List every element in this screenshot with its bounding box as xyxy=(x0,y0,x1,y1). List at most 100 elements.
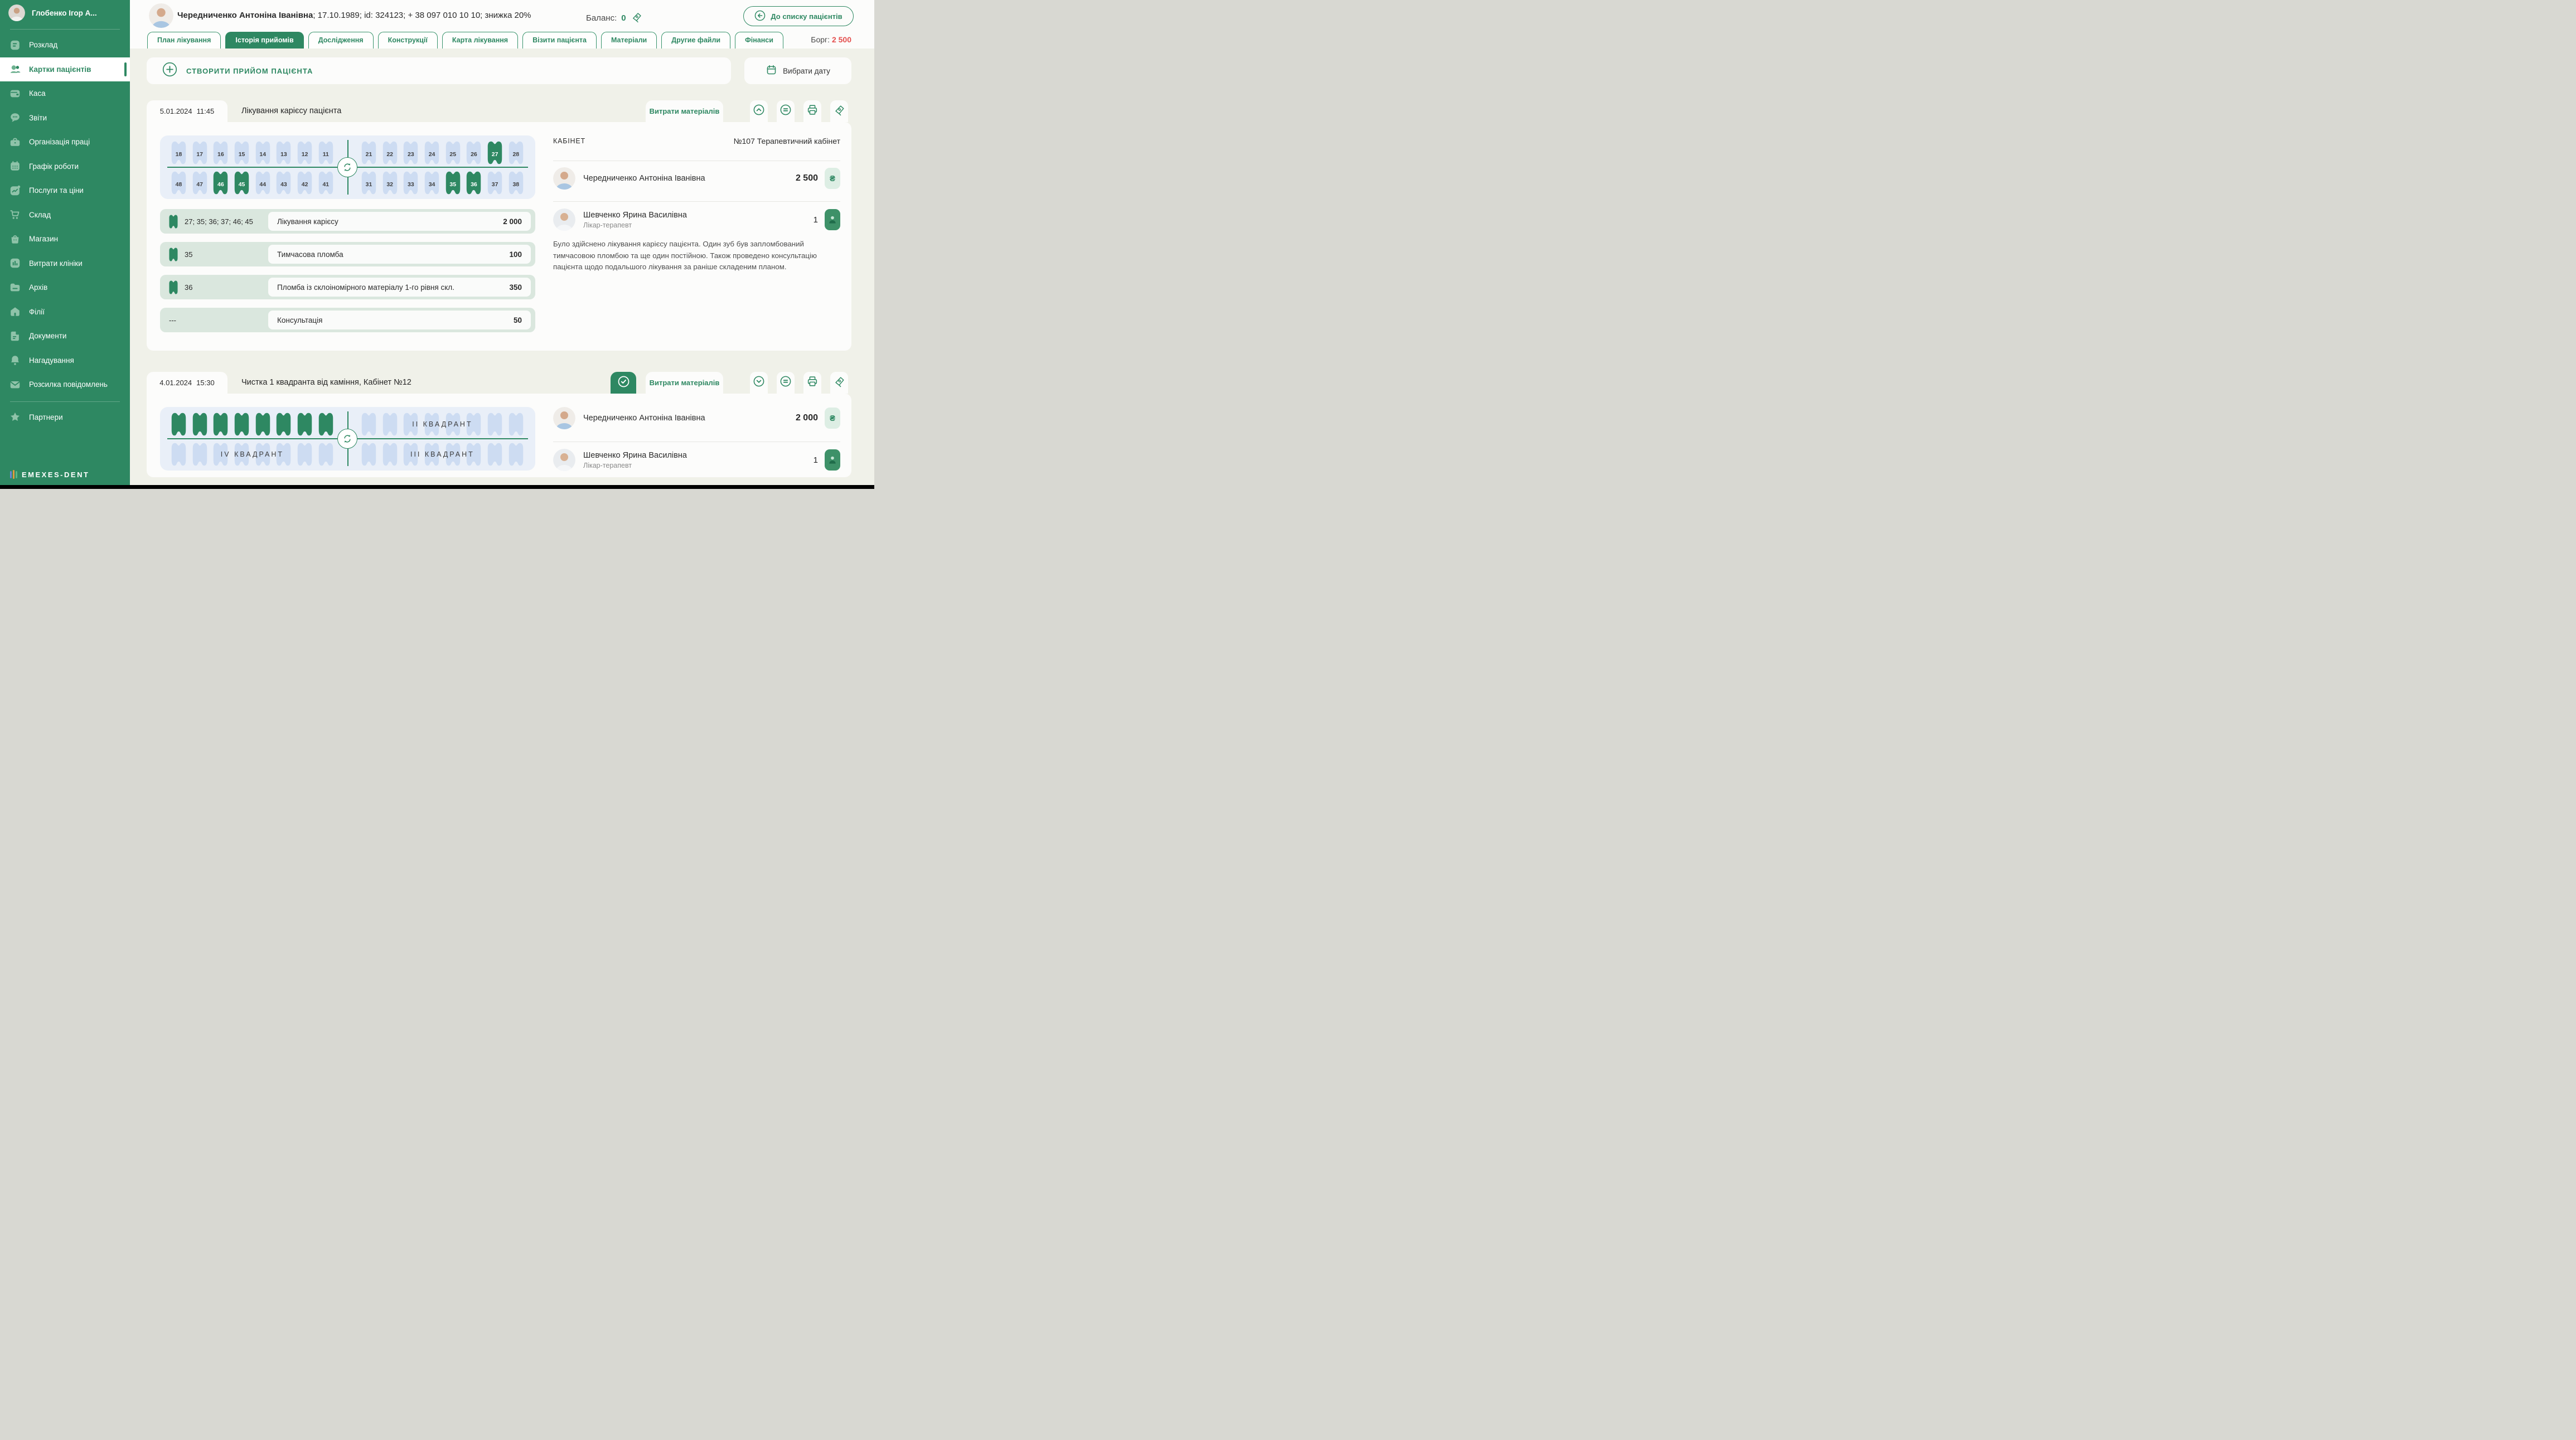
tab-treatment-map[interactable]: Карта лікування xyxy=(442,32,519,49)
sidebar-item-documents[interactable]: Документи xyxy=(0,324,130,348)
appointment2-materials-button[interactable]: Витрати матеріалів xyxy=(646,372,723,394)
quadrant-tooth[interactable] xyxy=(424,442,439,467)
sidebar-item-mailing[interactable]: Розсилка повідомлень xyxy=(0,372,130,397)
appointment1-print-button[interactable] xyxy=(803,100,821,122)
quadrant-tooth[interactable] xyxy=(446,442,461,467)
tooth-37[interactable]: 37 xyxy=(487,171,502,195)
back-to-patients-button[interactable]: До списку пацієнтів xyxy=(743,6,854,26)
quadrant-tooth[interactable] xyxy=(318,412,333,437)
sidebar-item-work-schedule[interactable]: Графік роботи xyxy=(0,154,130,179)
quadrant-tooth[interactable] xyxy=(361,412,376,437)
tooth-14[interactable]: 14 xyxy=(255,140,270,165)
appointment2-notes-button[interactable] xyxy=(777,372,795,394)
tooth-24[interactable]: 24 xyxy=(424,140,439,165)
quadrant-tooth[interactable] xyxy=(255,412,270,437)
quadrant-tooth[interactable] xyxy=(361,442,376,467)
pen-tag-icon[interactable] xyxy=(631,11,642,25)
sidebar-item-reports[interactable]: Звіти xyxy=(0,106,130,130)
quadrant-tooth[interactable] xyxy=(234,412,249,437)
tab-materials[interactable]: Матеріали xyxy=(601,32,657,49)
tooth-41[interactable]: 41 xyxy=(318,171,333,195)
appointment1-patient-row[interactable]: Чередниченко Антоніна Іванівна 2 500 ₴ xyxy=(553,166,840,191)
sidebar-item-organization[interactable]: Організація праці xyxy=(0,130,130,154)
quadrant-tooth[interactable] xyxy=(382,442,398,467)
sidebar-item-schedule[interactable]: Розклад xyxy=(0,33,130,57)
tooth-15[interactable]: 15 xyxy=(234,140,249,165)
sidebar-item-expenses[interactable]: Витрати клініки xyxy=(0,251,130,276)
quadrant-tooth[interactable] xyxy=(234,442,249,467)
tooth-12[interactable]: 12 xyxy=(297,140,312,165)
quadrant-tooth[interactable] xyxy=(487,442,502,467)
appointment1-notes-button[interactable] xyxy=(777,100,795,122)
quadrant-tooth[interactable] xyxy=(276,412,291,437)
sidebar-item-reminders[interactable]: Нагадування xyxy=(0,348,130,373)
tooth-27[interactable]: 27 xyxy=(487,140,502,165)
service-row[interactable]: 36 Пломба із склоіномірного матеріалу 1-… xyxy=(160,275,535,299)
tab-visit-history[interactable]: Історія прийомів xyxy=(225,32,304,49)
tooth-32[interactable]: 32 xyxy=(382,171,398,195)
quadrant-tooth[interactable] xyxy=(466,412,481,437)
tooth-16[interactable]: 16 xyxy=(213,140,228,165)
tooth-34[interactable]: 34 xyxy=(424,171,439,195)
appointment2-done-button[interactable] xyxy=(611,372,636,394)
sidebar-item-branches[interactable]: Філії xyxy=(0,300,130,324)
tooth-47[interactable]: 47 xyxy=(192,171,207,195)
appointment1-materials-button[interactable]: Витрати матеріалів xyxy=(646,100,723,122)
quadrant-tooth[interactable] xyxy=(171,442,186,467)
tooth-42[interactable]: 42 xyxy=(297,171,312,195)
swap-jaw-button[interactable] xyxy=(337,157,357,177)
sidebar-item-partners[interactable]: Партнери xyxy=(0,405,130,430)
tab-patient-visits[interactable]: Візити пацієнта xyxy=(522,32,597,49)
service-row[interactable]: 27; 35; 36; 37; 46; 45 Лікування карієсу… xyxy=(160,209,535,234)
tab-treatment-plan[interactable]: План лікування xyxy=(147,32,221,49)
tooth-17[interactable]: 17 xyxy=(192,140,207,165)
quadrant-tooth[interactable] xyxy=(213,442,228,467)
sidebar-item-services[interactable]: Послуги та ціни xyxy=(0,178,130,203)
tooth-45[interactable]: 45 xyxy=(234,171,249,195)
quadrant-tooth[interactable] xyxy=(403,442,418,467)
appointment1-doctor-row[interactable]: Шевченко Ярина Василівна Лікар-терапевт … xyxy=(553,207,840,232)
quadrant-tooth[interactable] xyxy=(276,442,291,467)
quadrant-tooth[interactable] xyxy=(487,412,502,437)
quadrant-tooth[interactable] xyxy=(403,412,418,437)
tooth-23[interactable]: 23 xyxy=(403,140,418,165)
tooth-33[interactable]: 33 xyxy=(403,171,418,195)
quadrant-tooth[interactable] xyxy=(466,442,481,467)
tooth-22[interactable]: 22 xyxy=(382,140,398,165)
quadrant-tooth[interactable] xyxy=(424,412,439,437)
swap-jaw-button[interactable] xyxy=(337,429,357,449)
tooth-48[interactable]: 48 xyxy=(171,171,186,195)
tooth-21[interactable]: 21 xyxy=(361,140,376,165)
quadrant-tooth[interactable] xyxy=(318,442,333,467)
tab-other-files[interactable]: Другие файли xyxy=(661,32,731,49)
tooth-36[interactable]: 36 xyxy=(466,171,481,195)
service-row[interactable]: 35 Тимчасова пломба 100 xyxy=(160,242,535,266)
tooth-35[interactable]: 35 xyxy=(446,171,461,195)
tab-constructions[interactable]: Конструкції xyxy=(377,32,438,49)
quadrant-tooth[interactable] xyxy=(255,442,270,467)
appointment2-expand-button[interactable] xyxy=(750,372,768,394)
appointment2-patient-row[interactable]: Чередниченко Антоніна Іванівна 2 000 ₴ xyxy=(553,406,840,430)
tooth-46[interactable]: 46 xyxy=(213,171,228,195)
sidebar-item-archive[interactable]: Архів xyxy=(0,275,130,300)
tooth-18[interactable]: 18 xyxy=(171,140,186,165)
sidebar-item-cash[interactable]: Каса xyxy=(0,81,130,106)
quadrant-tooth[interactable] xyxy=(192,442,207,467)
sidebar-item-shop[interactable]: Магазин xyxy=(0,227,130,251)
quadrant-tooth[interactable] xyxy=(171,412,186,437)
tab-research[interactable]: Дослідження xyxy=(308,32,374,49)
tooth-38[interactable]: 38 xyxy=(509,171,524,195)
appointment1-tag-button[interactable] xyxy=(830,100,848,122)
tooth-25[interactable]: 25 xyxy=(446,140,461,165)
tooth-44[interactable]: 44 xyxy=(255,171,270,195)
quadrant-tooth[interactable] xyxy=(446,412,461,437)
quadrant-tooth[interactable] xyxy=(297,442,312,467)
tab-finances[interactable]: Фінанси xyxy=(735,32,783,49)
appointment1-collapse-button[interactable] xyxy=(750,100,768,122)
sidebar-user[interactable]: Глобенко Ігор А... xyxy=(0,0,130,25)
create-appointment-button[interactable]: СТВОРИТИ ПРИЙОМ ПАЦІЄНТА xyxy=(147,57,731,84)
quadrant-tooth[interactable] xyxy=(382,412,398,437)
appointment2-tag-button[interactable] xyxy=(830,372,848,394)
tooth-13[interactable]: 13 xyxy=(276,140,291,165)
tooth-43[interactable]: 43 xyxy=(276,171,291,195)
